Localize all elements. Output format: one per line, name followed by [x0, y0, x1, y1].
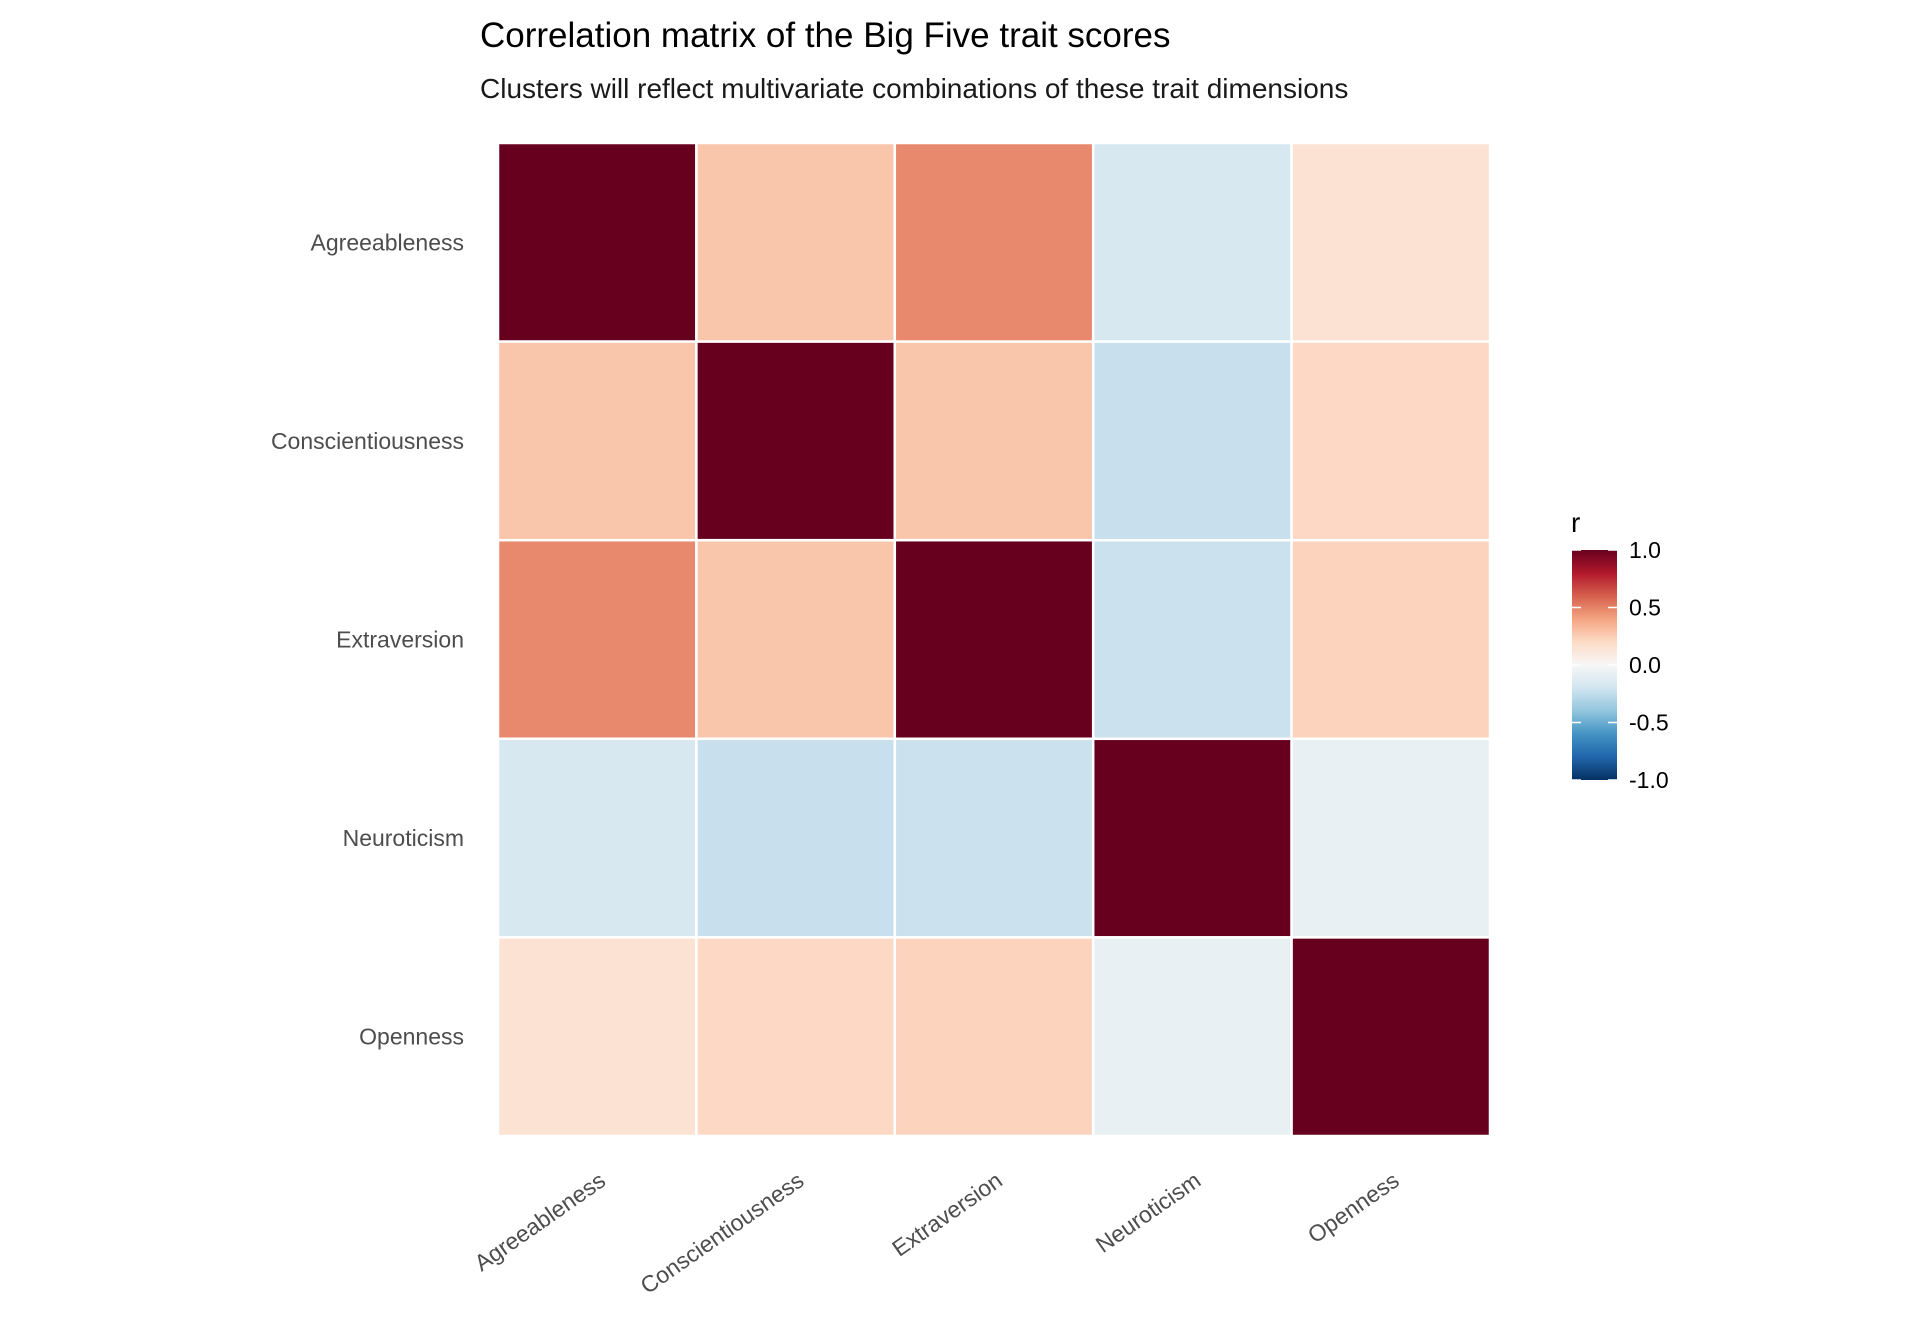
x-axis-tick-labels: Agreeableness Conscientiousness Extraversi… [469, 1167, 1403, 1299]
legend-title: r [1571, 507, 1580, 538]
heatmap-cell [695, 141, 897, 343]
color-legend: r 1.0 0.5 0.0 -0.5 -1.0 [1571, 507, 1669, 793]
y-axis-tick-labels: Agreeableness Conscientiousness Extraversi… [271, 229, 464, 1049]
heatmap-cell [496, 936, 698, 1138]
y-tick-label: Conscientiousness [271, 428, 464, 454]
legend-tick-label: 0.0 [1629, 652, 1661, 678]
heatmap-cell [1290, 737, 1492, 939]
heatmap-cell [1290, 141, 1492, 343]
y-tick-label: Neuroticism [343, 825, 464, 851]
heatmap-cell [1091, 737, 1293, 939]
x-tick-label: Conscientiousness [635, 1167, 808, 1299]
heatmap-cell [496, 340, 698, 542]
heatmap-cell [1290, 538, 1492, 741]
legend-ticks: 1.0 0.5 0.0 -0.5 -1.0 [1572, 537, 1669, 793]
y-tick-label: Extraversion [336, 627, 464, 653]
heatmap-cell [695, 936, 897, 1138]
x-tick-label: Agreeableness [469, 1167, 610, 1276]
legend-tick-label: -0.5 [1629, 710, 1669, 736]
heatmap-cell [496, 538, 698, 741]
x-tick-label: Openness [1303, 1167, 1404, 1248]
heatmap-cell [496, 141, 698, 343]
chart-subtitle: Clusters will reflect multivariate combi… [480, 73, 1348, 104]
heatmap-cell [1290, 340, 1492, 542]
y-tick-label: Agreeableness [311, 229, 464, 255]
heatmap-cell [496, 737, 698, 939]
heatmap-cell [1091, 936, 1293, 1138]
legend-tick-label: 0.5 [1629, 595, 1661, 621]
heatmap-cell [695, 737, 897, 939]
heatmap-cell [893, 141, 1095, 343]
heatmap-cells [496, 141, 1492, 1138]
heatmap-cell [893, 936, 1095, 1138]
chart-title: Correlation matrix of the Big Five trait… [480, 16, 1171, 55]
heatmap-cell [893, 737, 1095, 939]
x-tick-label: Neuroticism [1091, 1167, 1205, 1258]
heatmap-cell [893, 340, 1095, 542]
y-tick-label: Openness [359, 1024, 464, 1050]
x-tick-label: Extraversion [887, 1167, 1007, 1262]
heatmap-cell [695, 538, 897, 741]
heatmap-cell [1091, 141, 1293, 343]
heatmap-cell [1091, 340, 1293, 542]
heatmap-cell [695, 340, 897, 542]
legend-tick-label: 1.0 [1629, 537, 1661, 563]
heatmap-cell [893, 538, 1095, 741]
heatmap-cell [1091, 538, 1293, 741]
heatmap-cell [1290, 936, 1492, 1138]
legend-tick-label: -1.0 [1629, 767, 1669, 793]
